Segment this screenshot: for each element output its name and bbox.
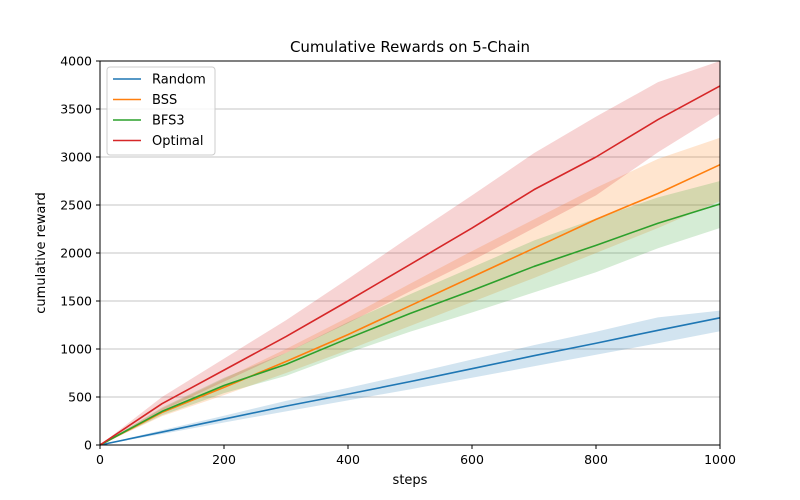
y-tick-label-1500: 1500 — [60, 294, 92, 309]
band-optimal — [100, 61, 720, 445]
line-bss — [99, 163, 721, 446]
series-lines — [99, 85, 721, 446]
x-tick-label-1000: 1000 — [704, 452, 736, 467]
chart-title: Cumulative Rewards on 5-Chain — [290, 38, 530, 56]
line-bfs3 — [99, 203, 721, 446]
legend-box — [106, 66, 216, 156]
y-tick-label-2000: 2000 — [60, 246, 92, 261]
line-optimal — [99, 85, 721, 446]
x-axis-label: steps — [393, 473, 428, 488]
legend: Random BSS BFS3 Optimal — [106, 66, 216, 156]
x-tick-label-800: 800 — [584, 452, 608, 467]
y-tick-label-3000: 3000 — [60, 150, 92, 165]
band-random — [100, 310, 720, 445]
x-tick-label-0: 0 — [96, 452, 104, 467]
y-tick-label-500: 500 — [68, 390, 92, 405]
y-ticks: 0 500 1000 1500 2000 2500 3000 3500 4000 — [60, 54, 100, 453]
x-tick-label-200: 200 — [212, 452, 236, 467]
x-ticks: 0 200 400 600 800 1000 — [96, 445, 736, 467]
x-tick-label-600: 600 — [460, 452, 484, 467]
line-random — [99, 317, 721, 446]
y-tick-label-1000: 1000 — [60, 342, 92, 357]
y-tick-label-3500: 3500 — [60, 102, 92, 117]
band-bss — [100, 137, 720, 446]
legend-label-random: Random — [152, 73, 206, 88]
y-tick-label-2500: 2500 — [60, 198, 92, 213]
legend-label-optimal: Optimal — [152, 134, 203, 149]
legend-label-bss: BSS — [152, 93, 177, 108]
y-tick-label-4000: 4000 — [60, 54, 92, 69]
y-axis-label: cumulative reward — [34, 192, 49, 313]
legend-label-bfs3: BFS3 — [152, 114, 185, 129]
x-tick-label-400: 400 — [336, 452, 360, 467]
y-tick-label-0: 0 — [84, 438, 92, 453]
